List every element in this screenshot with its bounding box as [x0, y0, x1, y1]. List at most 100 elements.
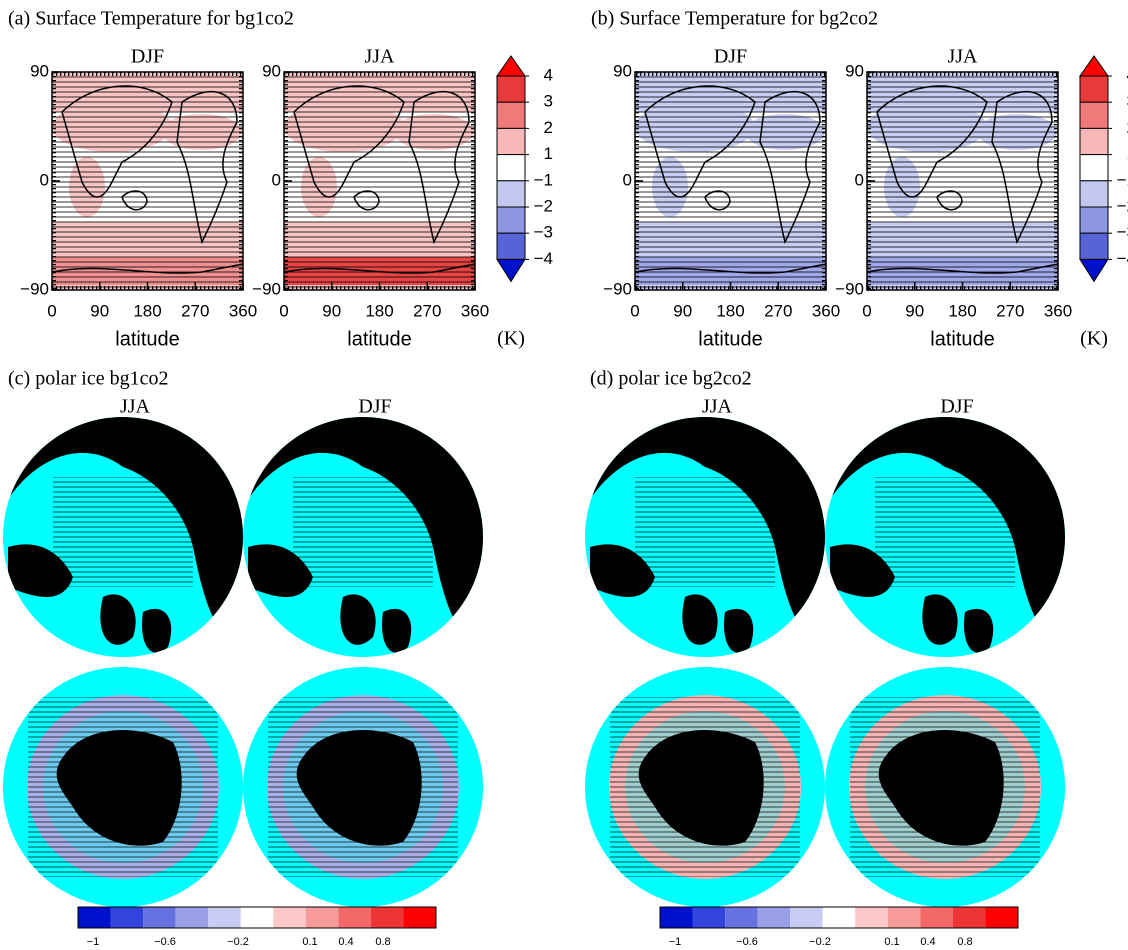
map-title: JJA [947, 46, 978, 68]
column-title: JJA [702, 396, 733, 418]
x-tick-label: 0 [862, 301, 871, 320]
colorbar-tick-label: −2 [1117, 196, 1128, 215]
x-tick-label: 90 [905, 301, 924, 320]
x-tick-label: 360 [1044, 301, 1072, 320]
colorbar-tick-label: 0.4 [920, 936, 935, 948]
colorbar-segment [208, 907, 241, 928]
column-title: DJF [940, 396, 973, 418]
ice-group [849, 695, 1041, 879]
colorbar-tick-label: 0.1 [884, 936, 899, 948]
colorbar-tick-label: −1 [534, 170, 553, 189]
colorbar-segment [693, 907, 726, 928]
y-tick-label: 0 [40, 170, 49, 189]
map-title: DJF [714, 46, 747, 68]
panel-title: (a) Surface Temperature for bg1co2 [8, 8, 294, 30]
colorbar-segment [241, 907, 274, 928]
x-tick-label: 270 [764, 301, 792, 320]
colorbar-tick-label: −0.2 [809, 936, 831, 948]
x-axis-label: latitude [698, 328, 763, 350]
y-tick-label: 90 [845, 61, 864, 80]
colorbar-tick-label: 4 [544, 65, 553, 84]
colorbar-segment [855, 907, 888, 928]
ice-group [27, 695, 219, 879]
colorbar-segment [888, 907, 921, 928]
figure: (a) Surface Temperature for bg1co2 DJF 90 0… [0, 0, 1128, 950]
colorbar-tick-label: 0.4 [338, 936, 353, 948]
colorbar-arrow [1080, 56, 1108, 76]
y-tick-label: −90 [20, 279, 49, 298]
x-tick-label: 360 [229, 301, 257, 320]
colorbar-tick-label: −0.2 [227, 936, 249, 948]
colorbar-tick-label: 2 [544, 118, 553, 137]
colorbar-unit: (K) [497, 328, 525, 350]
x-axis-label: latitude [930, 328, 995, 350]
colorbar-tick-label: 1 [544, 144, 553, 163]
significance-hatching [293, 477, 433, 587]
colorbar-segment [660, 907, 693, 928]
colorbar-tick-label: −2 [534, 196, 553, 215]
colorbar-arrow [497, 259, 525, 281]
x-tick-label: 360 [461, 301, 489, 320]
colorbar-segment [1080, 76, 1108, 102]
colorbar-segment [403, 907, 436, 928]
colorbar-segment [497, 207, 525, 233]
colorbar-segment [78, 907, 111, 928]
colorbar-segment [338, 907, 371, 928]
significance-hatching [284, 72, 475, 290]
colorbar-segment [725, 907, 758, 928]
significance-hatching [867, 72, 1058, 290]
y-tick-label: 0 [272, 170, 281, 189]
x-tick-label: 0 [279, 301, 288, 320]
colorbar-tick-label: −1 [87, 936, 100, 948]
colorbar-unit: (K) [1080, 328, 1108, 350]
y-tick-label: −90 [835, 279, 864, 298]
colorbar-segment [306, 907, 339, 928]
x-tick-label: 270 [996, 301, 1024, 320]
colorbar-segment [1080, 155, 1108, 181]
colorbar-segment [497, 155, 525, 181]
y-tick-label: 0 [855, 170, 864, 189]
colorbar-segment [823, 907, 856, 928]
colorbar-segment [497, 181, 525, 207]
colorbar-segment [497, 102, 525, 128]
colorbar-segment [790, 907, 823, 928]
colorbar-segment [273, 907, 306, 928]
y-tick-label: 90 [613, 61, 632, 80]
y-tick-label: 90 [30, 61, 49, 80]
colorbar-arrow [1080, 259, 1108, 281]
colorbar-segment [497, 233, 525, 259]
x-tick-label: 180 [948, 301, 976, 320]
colorbar-segment [143, 907, 176, 928]
colorbar-tick-label: −3 [1117, 223, 1128, 242]
significance-hatching [53, 477, 193, 587]
x-tick-label: 270 [413, 301, 441, 320]
colorbar-segment [1080, 207, 1108, 233]
x-tick-label: 0 [630, 301, 639, 320]
colorbar-tick-label: −3 [534, 223, 553, 242]
x-axis-label: latitude [115, 328, 180, 350]
y-tick-label: 0 [623, 170, 632, 189]
x-tick-label: 180 [133, 301, 161, 320]
significance-hatching [635, 72, 826, 290]
colorbar-tick-label: 0.8 [957, 936, 972, 948]
significance-hatching [875, 477, 1015, 587]
x-tick-label: 270 [181, 301, 209, 320]
colorbar-tick-label: −0.6 [154, 936, 176, 948]
colorbar-tick-label: 0.8 [375, 936, 390, 948]
column-title: DJF [358, 396, 391, 418]
colorbar-tick-label: 3 [544, 92, 553, 111]
panel-title: (c) polar ice bg1co2 [8, 368, 168, 390]
ice-group [267, 695, 459, 879]
x-tick-label: 90 [322, 301, 341, 320]
colorbar-segment [371, 907, 404, 928]
colorbar-segment [111, 907, 144, 928]
colorbar-arrow [497, 56, 525, 76]
colorbar-segment [1080, 181, 1108, 207]
colorbar-segment [497, 128, 525, 154]
colorbar-segment [1080, 233, 1108, 259]
colorbar-segment [953, 907, 986, 928]
x-tick-label: 0 [47, 301, 56, 320]
colorbar-tick-label: 0.1 [302, 936, 317, 948]
map-title: JJA [364, 46, 395, 68]
colorbar-tick-label: −1 [1117, 170, 1128, 189]
